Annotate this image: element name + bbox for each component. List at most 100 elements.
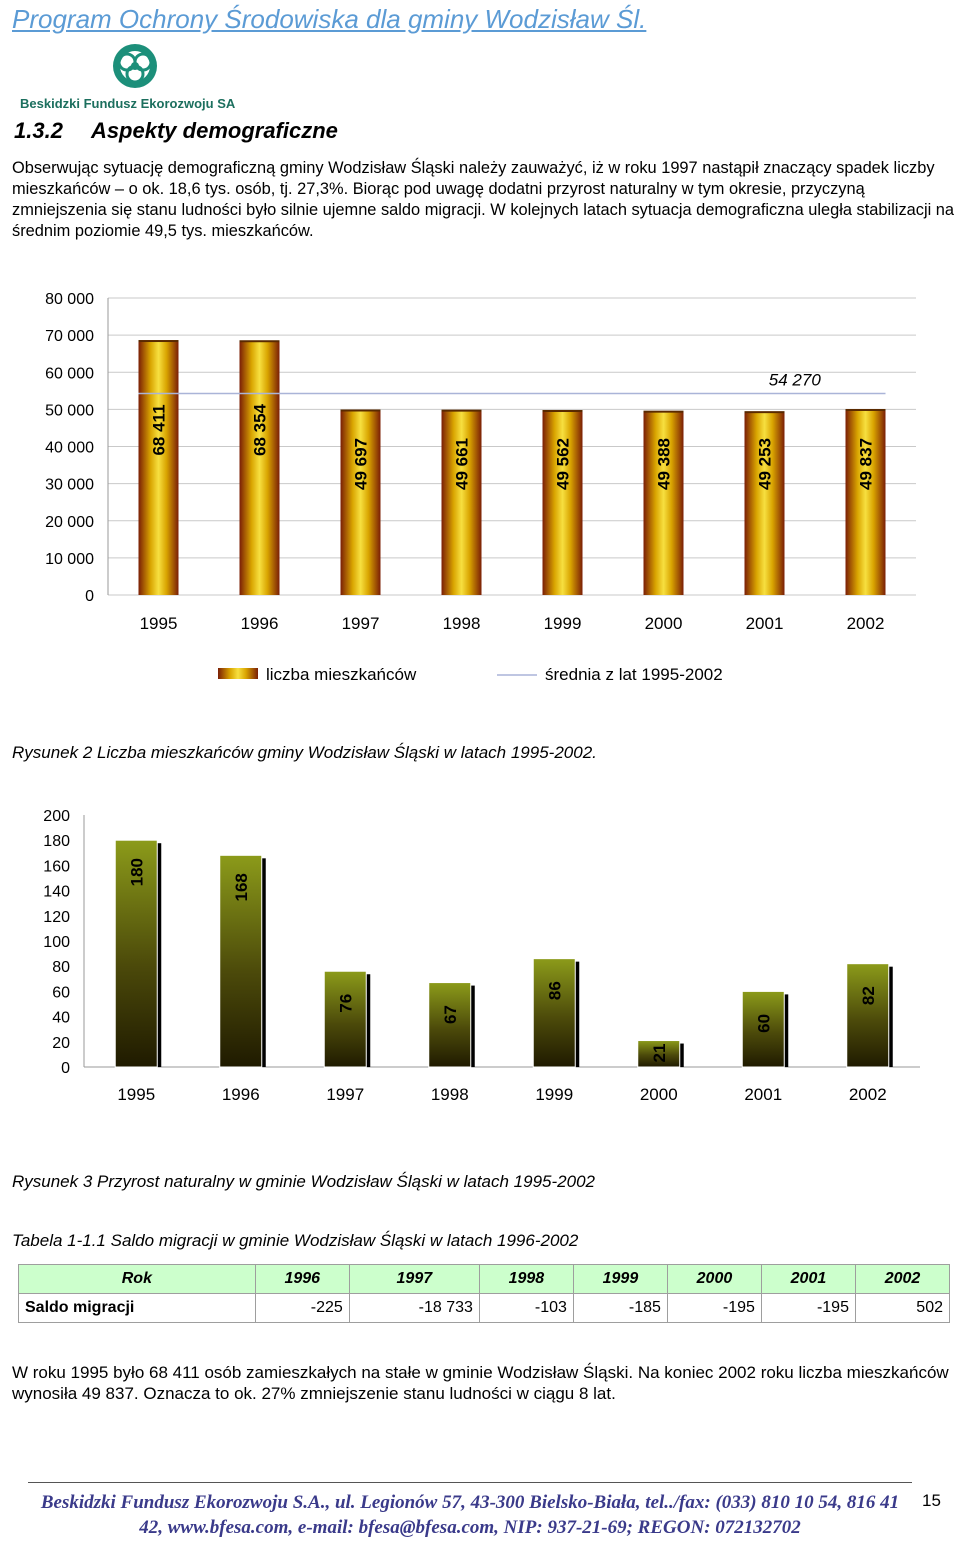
bar-value-label: 49 562	[554, 438, 573, 490]
footer-address: Beskidzki Fundusz Ekorozwoju S.A., ul. L…	[20, 1490, 920, 1540]
y-tick-label: 0	[85, 588, 94, 605]
footer-line-1: Beskidzki Fundusz Ekorozwoju S.A., ul. L…	[40, 1492, 900, 1513]
y-tick-label: 80	[52, 959, 70, 976]
y-tick-label: 50 000	[45, 402, 94, 419]
y-tick-label: 30 000	[45, 477, 94, 494]
y-tick-label: 200	[43, 808, 70, 825]
bar	[323, 970, 367, 1068]
y-tick-label: 10 000	[45, 551, 94, 568]
logo-text: Beskidzki Fundusz Ekorozwoju SA	[20, 96, 236, 111]
table-header-cell: 2000	[666, 1264, 762, 1294]
x-tick-label: 1996	[222, 1085, 260, 1104]
table-cell: -225	[254, 1293, 350, 1323]
table-row: Saldo migracji -225 -18 733 -103 -185 -1…	[18, 1293, 951, 1323]
bar-top-edge	[340, 409, 381, 412]
bar-value-label: 76	[336, 994, 355, 1013]
x-tick-label: 1999	[544, 614, 582, 633]
bar	[845, 409, 886, 595]
table-cell: -103	[478, 1293, 574, 1323]
intro-paragraph: Obserwując sytuację demograficzną gminy …	[12, 159, 955, 240]
table-header-cell: 1999	[572, 1264, 668, 1294]
table-header-row: Rok 1996 1997 1998 1999 2000 2001 2002	[18, 1264, 951, 1294]
y-tick-label: 80 000	[45, 291, 94, 308]
population-chart-svg: 0 10 000 20 000 30 000 40 000 50 000 60 000 70 …	[45, 291, 916, 684]
migration-table: Rok 1996 1997 1998 1999 2000 2001 2002 S…	[18, 1264, 951, 1323]
y-tick-label: 60	[52, 984, 70, 1001]
x-tick-label: 1998	[431, 1085, 469, 1104]
bar	[114, 839, 158, 1068]
x-tick-label: 1997	[342, 614, 380, 633]
x-tick-label: 1999	[535, 1085, 573, 1104]
bar	[637, 1040, 681, 1068]
y-tick-label: 20 000	[45, 514, 94, 531]
table-header-cell: 2002	[854, 1264, 951, 1294]
x-tick-label: 2001	[746, 614, 784, 633]
bar-top-edge	[441, 409, 482, 412]
legend-swatch-population	[218, 668, 258, 679]
y-tick-label: 100	[43, 934, 70, 951]
x-tick-label: 2001	[744, 1085, 782, 1104]
table-cell: -195	[666, 1293, 762, 1323]
x-tick-label: 2002	[849, 1085, 887, 1104]
bar	[643, 411, 684, 595]
bar-value-label: 82	[859, 986, 878, 1005]
y-tick-label: 20	[52, 1035, 70, 1052]
bar	[239, 341, 280, 595]
y-tick-label: 180	[43, 833, 70, 850]
section-heading: 1.3.2 Aspekty demograficzne	[14, 118, 338, 144]
bar-top-edge	[542, 410, 583, 413]
document-header-title: Program Ochrony Środowiska dla gminy Wod…	[12, 4, 647, 34]
table-header-cell: 1998	[478, 1264, 574, 1294]
footer-divider	[28, 1482, 912, 1483]
bar-value-label: 68 411	[150, 404, 169, 455]
x-tick-label: 1995	[140, 614, 178, 633]
logo-emblem-icon: Beskidzki Fundusz Ekorozwoju SA	[20, 44, 236, 111]
x-tick-label: 1997	[326, 1085, 364, 1104]
table-header-cell: 2001	[760, 1264, 856, 1294]
x-tick-label: 2000	[640, 1085, 678, 1104]
bar-value-label: 49 388	[655, 438, 674, 490]
x-tick-label: 1995	[117, 1085, 155, 1104]
y-tick-label: 60 000	[45, 365, 94, 382]
y-tick-label: 70 000	[45, 328, 94, 345]
y-tick-label: 140	[43, 884, 70, 901]
x-tick-label: 2000	[645, 614, 683, 633]
bar-value-label: 68 354	[251, 403, 270, 456]
bar-top-edge	[643, 410, 684, 413]
y-tick-label: 40 000	[45, 440, 94, 457]
bar-top-edge	[744, 411, 785, 414]
bar	[441, 410, 482, 595]
table-cell: -18 733	[348, 1293, 480, 1323]
company-logo: Beskidzki Fundusz Ekorozwoju SA	[18, 38, 248, 112]
table-header-cell: 1996	[254, 1264, 350, 1294]
x-tick-label: 2002	[847, 614, 885, 633]
table-cell: -195	[760, 1293, 856, 1323]
bar	[340, 410, 381, 595]
natural-increase-chart-svg: 0 20 40 60 80 100 120 140 160 180 200 180 168 76 67 86…	[43, 808, 920, 1104]
figure-2-caption: Rysunek 2 Liczba mieszkańców gminy Wodzi…	[12, 743, 597, 762]
bar-value-label: 67	[441, 1005, 460, 1024]
x-tick-label: 1998	[443, 614, 481, 633]
figure-3-caption: Rysunek 3 Przyrost naturalny w gminie Wo…	[12, 1172, 595, 1191]
y-tick-label: 0	[61, 1060, 70, 1077]
table-cell: -185	[572, 1293, 668, 1323]
average-value-label: 54 270	[769, 371, 822, 390]
bar-value-label: 49 661	[453, 438, 472, 490]
bar-value-label: 49 253	[756, 438, 775, 490]
bar-value-label: 60	[754, 1014, 773, 1033]
footer-line-2: 42, www.bfesa.com, e-mail: bfesa@bfesa.c…	[139, 1517, 801, 1538]
bar-value-label: 180	[127, 858, 146, 886]
y-tick-label: 120	[43, 909, 70, 926]
bar	[542, 411, 583, 595]
legend-label-average: średnia z lat 1995-2002	[545, 665, 723, 684]
y-tick-label: 40	[52, 1010, 70, 1027]
bar-value-label: 86	[545, 981, 564, 1000]
table-header-cell: 1997	[348, 1264, 480, 1294]
bar-value-label: 168	[232, 873, 251, 901]
population-chart: 0 10 000 20 000 30 000 40 000 50 000 60 000 70 …	[0, 282, 960, 702]
page-number: 15	[922, 1491, 941, 1510]
bar-value-label: 21	[650, 1044, 669, 1063]
bar-value-label: 49 697	[352, 438, 371, 490]
section-number: 1.3.2	[14, 118, 63, 143]
section-title: Aspekty demograficzne	[90, 118, 338, 143]
